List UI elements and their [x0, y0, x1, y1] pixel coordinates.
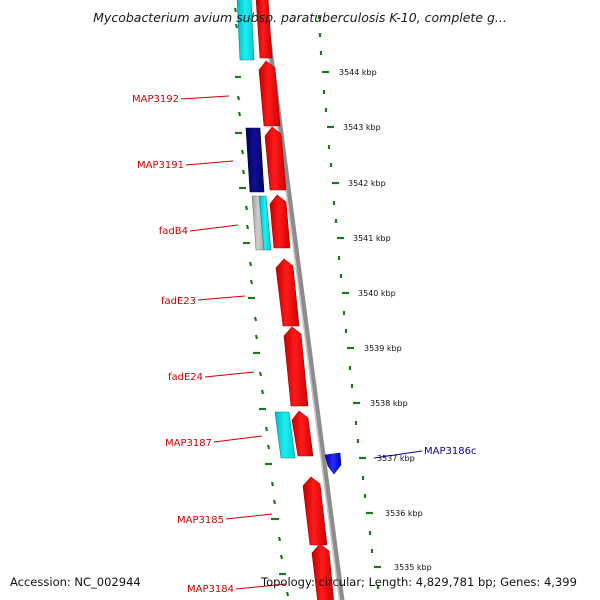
red-gene-arrow[interactable]: [264, 126, 287, 191]
gene-label-fade23[interactable]: fadE23: [161, 296, 196, 307]
tick-ring-left: [233, 7, 290, 597]
red-gene-arrow[interactable]: [283, 326, 309, 407]
red-gene-arrow[interactable]: [275, 258, 300, 327]
scale-label: 3536 kbp: [385, 509, 423, 518]
scale-label: 3540 kbp: [358, 289, 396, 298]
gene-label-map3192[interactable]: MAP3192: [132, 94, 179, 105]
accession-text: Accession: NC_002944: [10, 575, 141, 589]
red-gene-arrow[interactable]: [255, 0, 273, 59]
gene-label-map3187[interactable]: MAP3187: [165, 438, 212, 449]
cyan-feature[interactable]: [236, 0, 255, 61]
scale-label: 3538 kbp: [370, 399, 408, 408]
gene-label-map3184[interactable]: MAP3184: [187, 584, 234, 595]
red-gene-arrow[interactable]: [269, 194, 291, 249]
genome-summary-text: Topology: circular; Length: 4,829,781 bp…: [261, 575, 577, 589]
scale-label: 3537 kbp: [377, 454, 415, 463]
gene-label-fadb4[interactable]: fadB4: [159, 226, 188, 237]
cyan-feature[interactable]: [274, 411, 296, 459]
scale-label: 3535 kbp: [394, 563, 432, 572]
gene-label-map3191[interactable]: MAP3191: [137, 160, 184, 171]
tick-ring-right: [317, 15, 381, 589]
red-gene-arrow[interactable]: [302, 476, 328, 546]
scale-label: 3544 kbp: [339, 68, 377, 77]
scale-labels: 3544 kbp 3543 kbp 3542 kbp 3541 kbp 3540…: [339, 68, 432, 572]
red-gene-arrow[interactable]: [291, 410, 314, 457]
label-leaders: [180, 95, 423, 590]
navy-feature[interactable]: [245, 127, 265, 193]
blue-gene-arrow[interactable]: [324, 452, 342, 475]
gene-label-map3185[interactable]: MAP3185: [177, 515, 224, 526]
scale-label: 3541 kbp: [353, 234, 391, 243]
gene-labels: MAP3192 MAP3191 fadB4 fadE23 fadE24 MAP3…: [132, 94, 476, 595]
scale-label: 3542 kbp: [348, 179, 386, 188]
page-title: Mycobacterium avium subsp. paratuberculo…: [93, 10, 507, 25]
scale-label: 3539 kbp: [364, 344, 402, 353]
red-gene-arrow[interactable]: [258, 60, 281, 127]
cyan-feature[interactable]: [258, 195, 272, 251]
gene-label-fade24[interactable]: fadE24: [168, 372, 203, 383]
scale-label: 3543 kbp: [343, 123, 381, 132]
feature-track: [236, 0, 342, 600]
red-gene-arrow[interactable]: [311, 543, 334, 600]
gene-label-map3186c[interactable]: MAP3186c: [424, 446, 476, 457]
